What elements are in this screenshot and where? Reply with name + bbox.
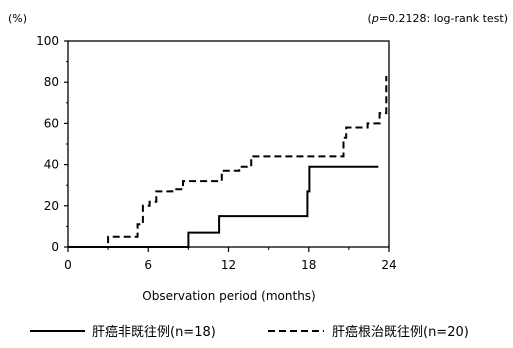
series-line-2 — [68, 76, 388, 248]
series-layer — [68, 76, 388, 248]
x-tick-label: 6 — [144, 258, 152, 272]
y-tick-label: 60 — [44, 116, 59, 130]
legend-label-2: 肝癌根治既往例(n=20) — [332, 324, 469, 340]
y-tick-label: 100 — [36, 34, 59, 48]
legend-label-1: 肝癌非既往例(n=18) — [92, 324, 216, 340]
x-tick-label: 24 — [381, 258, 396, 272]
y-unit-label: (%) — [8, 12, 27, 25]
pvalue-letter: p — [371, 12, 379, 25]
pvalue-annotation: (p=0.2128: log-rank test) — [368, 12, 508, 25]
series-line-1 — [68, 165, 379, 248]
y-tick-label: 40 — [44, 158, 59, 172]
x-tick-label: 0 — [64, 258, 72, 272]
pvalue-text: =0.2128: log-rank test — [379, 12, 505, 25]
x-axis-label: Observation period (months) — [142, 289, 316, 303]
legend: 肝癌非既往例(n=18) 肝癌根治既往例(n=20) — [30, 324, 469, 340]
y-tick-label: 0 — [51, 240, 59, 254]
y-tick-label: 20 — [44, 199, 59, 213]
pvalue-close: ) — [504, 12, 508, 25]
x-tick-label: 18 — [301, 258, 316, 272]
x-tick-label: 12 — [221, 258, 236, 272]
pvalue-open: ( — [368, 12, 372, 25]
y-tick-label: 80 — [44, 75, 59, 89]
